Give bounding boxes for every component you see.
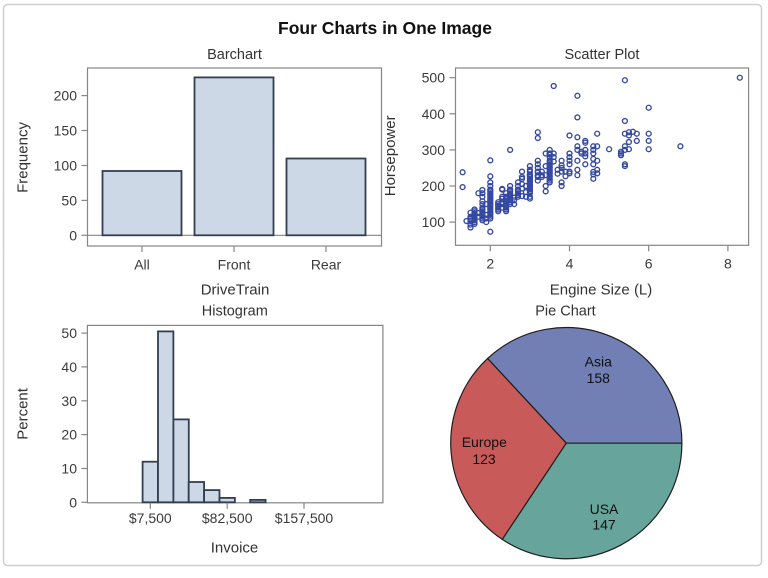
svg-text:200: 200 (422, 178, 446, 194)
svg-text:2: 2 (486, 256, 494, 272)
svg-text:Four Charts in One Image: Four Charts in One Image (278, 18, 492, 38)
svg-text:4: 4 (566, 256, 574, 272)
svg-text:123: 123 (472, 451, 496, 467)
svg-text:Horsepower: Horsepower (382, 115, 399, 196)
svg-text:Frequency: Frequency (15, 122, 32, 193)
svg-text:$7,500: $7,500 (129, 510, 172, 526)
svg-text:Histogram: Histogram (202, 304, 268, 320)
svg-text:20: 20 (61, 427, 77, 443)
svg-text:30: 30 (61, 393, 77, 409)
svg-text:Invoice: Invoice (211, 540, 259, 557)
svg-text:Barchart: Barchart (207, 47, 262, 63)
svg-text:$82,500: $82,500 (202, 510, 253, 526)
svg-text:147: 147 (592, 516, 616, 532)
svg-text:50: 50 (61, 325, 77, 341)
svg-text:0: 0 (69, 494, 77, 510)
svg-text:500: 500 (422, 70, 446, 86)
svg-text:USA: USA (590, 501, 619, 517)
svg-text:200: 200 (54, 88, 78, 104)
svg-text:$157,500: $157,500 (275, 510, 334, 526)
svg-text:Pie Chart: Pie Chart (535, 304, 595, 320)
svg-text:158: 158 (587, 370, 611, 386)
svg-text:All: All (134, 257, 150, 273)
svg-text:DriveTrain: DriveTrain (201, 282, 270, 299)
svg-text:50: 50 (61, 192, 77, 208)
svg-text:Europe: Europe (462, 434, 507, 450)
svg-text:400: 400 (422, 106, 446, 122)
svg-text:Percent: Percent (15, 387, 32, 440)
svg-text:Asia: Asia (585, 354, 612, 370)
svg-text:6: 6 (645, 256, 653, 272)
svg-text:Front: Front (218, 257, 251, 273)
svg-text:150: 150 (54, 123, 78, 139)
svg-text:100: 100 (422, 214, 446, 230)
svg-text:0: 0 (69, 227, 77, 243)
svg-text:8: 8 (724, 256, 732, 272)
svg-text:10: 10 (61, 461, 77, 477)
svg-text:100: 100 (54, 158, 78, 174)
svg-text:300: 300 (422, 142, 446, 158)
svg-text:Engine Size (L): Engine Size (L) (550, 282, 653, 299)
svg-text:40: 40 (61, 359, 77, 375)
svg-text:Rear: Rear (311, 257, 342, 273)
svg-text:Scatter Plot: Scatter Plot (565, 47, 640, 63)
